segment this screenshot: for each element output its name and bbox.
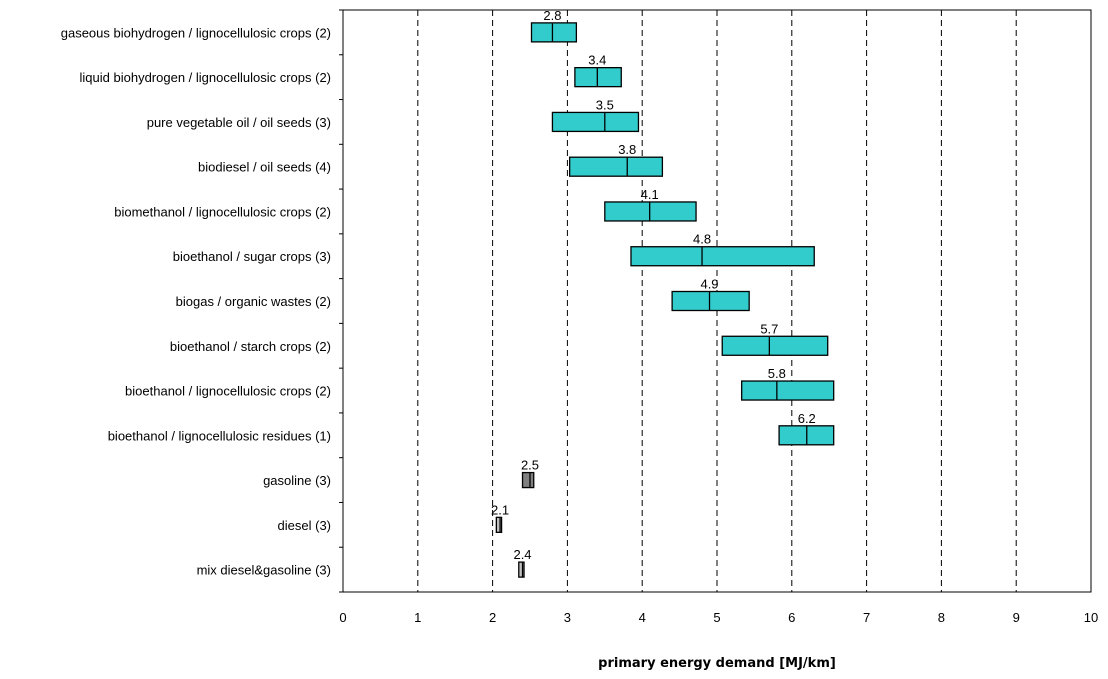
- data-label: 4.9: [700, 277, 718, 292]
- x-tick-label: 9: [1013, 610, 1020, 625]
- x-tick-label: 0: [339, 610, 346, 625]
- data-label: 4.1: [641, 187, 659, 202]
- category-label: bioethanol / starch crops (2): [170, 339, 331, 354]
- category-label: bioethanol / lignocellulosic residues (1…: [108, 428, 331, 443]
- x-tick-label: 6: [788, 610, 795, 625]
- range-bar: [574, 67, 622, 88]
- range-bar: [521, 471, 535, 489]
- data-label: 3.5: [596, 97, 614, 112]
- data-label: 2.1: [491, 502, 509, 517]
- x-tick-label: 1: [414, 610, 421, 625]
- data-label: 5.7: [760, 321, 778, 336]
- category-label: gaseous biohydrogen / lignocellulosic cr…: [61, 25, 331, 40]
- range-bars: 2.8 3.4 3.5 3.8 4.1 4.8 4.9 5.7 5.8 6.2 2.5 2.1 2.4: [491, 8, 835, 578]
- x-tick-label: 7: [863, 610, 870, 625]
- category-label: biodiesel / oil seeds (4): [198, 160, 331, 175]
- range-bar: [568, 156, 664, 177]
- data-label: 3.8: [618, 142, 636, 157]
- data-label: 3.4: [588, 53, 606, 68]
- data-label: 6.2: [798, 411, 816, 426]
- data-label: 2.8: [543, 8, 561, 23]
- range-bar: [530, 22, 578, 43]
- category-label: liquid biohydrogen / lignocellulosic cro…: [80, 70, 331, 85]
- data-label: 2.4: [513, 547, 531, 562]
- category-label: mix diesel&gasoline (3): [197, 563, 331, 578]
- x-tick-label: 3: [564, 610, 571, 625]
- x-axis-title: primary energy demand [MJ/km]: [598, 656, 836, 671]
- data-label: 5.8: [768, 366, 786, 381]
- x-tick-label: 5: [713, 610, 720, 625]
- category-label: pure vegetable oil / oil seeds (3): [147, 115, 331, 130]
- category-label: biomethanol / lignocellulosic crops (2): [114, 204, 331, 219]
- x-tick-labels: 0 1 2 3 4 5 6 7 8 9 10: [339, 610, 1098, 625]
- category-label: bioethanol / lignocellulosic crops (2): [125, 384, 331, 399]
- x-tick-label: 4: [639, 610, 646, 625]
- category-axis-ticks: [339, 9, 343, 593]
- range-bar: [721, 335, 829, 356]
- range-bar: [551, 111, 640, 133]
- range-bar: [630, 246, 815, 267]
- range-bar: [604, 201, 697, 222]
- x-tick-label: 2: [489, 610, 496, 625]
- x-tick-label: 8: [938, 610, 945, 625]
- x-tick-label: 10: [1084, 610, 1098, 625]
- gridlines: [417, 10, 1017, 592]
- data-label: 4.8: [693, 232, 711, 247]
- category-label: biogas / organic wastes (2): [176, 294, 331, 309]
- category-labels: gaseous biohydrogen / lignocellulosic cr…: [61, 25, 331, 577]
- category-label: diesel (3): [278, 518, 331, 533]
- range-bar: [495, 516, 503, 533]
- range-bar: [671, 290, 750, 312]
- data-label: 2.5: [521, 458, 539, 473]
- category-label: gasoline (3): [263, 473, 331, 488]
- category-label: bioethanol / sugar crops (3): [173, 249, 331, 264]
- range-bar: [518, 561, 525, 578]
- range-bar: [741, 380, 835, 401]
